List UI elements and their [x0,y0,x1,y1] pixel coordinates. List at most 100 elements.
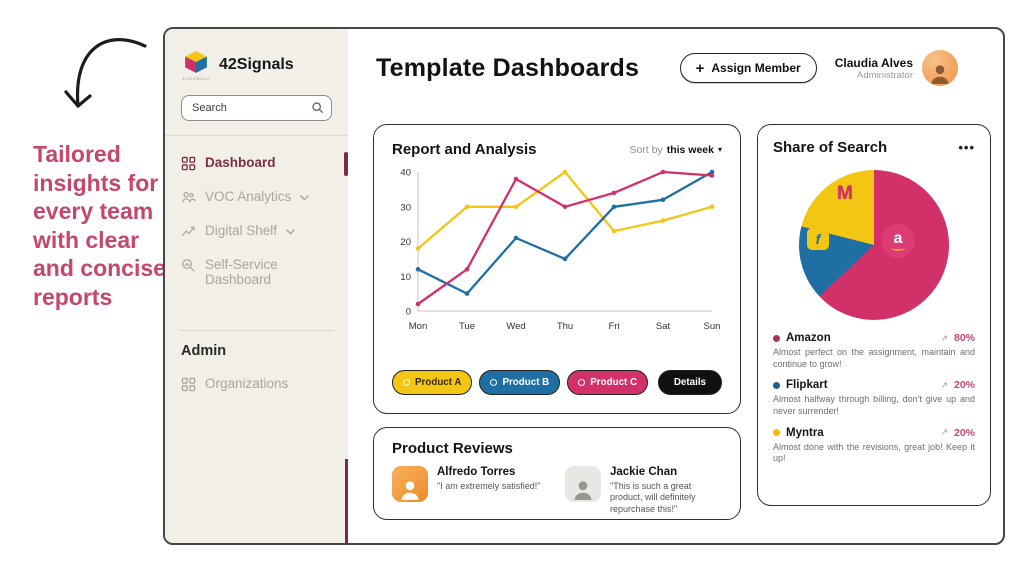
review-text: Alfredo Torres "I am extremely satisfied… [437,466,540,515]
reviews-row: Alfredo Torres "I am extremely satisfied… [392,466,722,515]
review-item: Jackie Chan "This is such a great produc… [565,466,722,515]
sidebar-accent-line [345,459,348,543]
legend-label: Product A [415,377,462,388]
legend-dot-icon [773,429,780,437]
share-row: Flipkart ↗ 20% [773,379,975,391]
svg-text:Wed: Wed [506,321,525,332]
report-card-title: Report and Analysis [392,141,537,158]
amazon-logo-icon: a [881,224,915,258]
svg-text:40: 40 [400,168,411,179]
svg-text:10: 10 [400,272,411,283]
logo-cube-icon: 42SIGNALS [181,49,211,81]
legend-product-b-button[interactable]: Product B [479,370,561,395]
logo: 42SIGNALS 42Signals [165,43,348,95]
people-icon [182,192,196,203]
legend-product-a-button[interactable]: Product A [392,370,473,395]
report-card-header: Report and Analysis Sort by this week ▾ [392,141,722,158]
sidebar-item-dashboard[interactable]: Dashboard [165,146,348,180]
sidebar-item-self-service-dashboard[interactable]: Self-Service Dashboard [165,248,348,296]
logo-subtext: 42SIGNALS [182,76,210,81]
assign-member-label: Assign Member [711,61,801,75]
line-chart: 0 10 20 30 40 Mon Tue Wed Thu Fri Sat Sun [400,168,721,333]
svg-text:Mon: Mon [409,321,427,332]
sidebar-item-digital-shelf[interactable]: Digital Shelf [165,214,348,248]
share-name: Myntra [786,426,824,439]
grid-icon [181,377,196,392]
grid-icon [181,156,196,171]
share-name: Flipkart [786,379,828,392]
marketing-caption: Tailored insights for every team with cl… [33,141,166,310]
sidebar-item-label: Digital Shelf [205,223,278,238]
svg-text:30: 30 [400,202,411,213]
more-menu-button[interactable]: ••• [958,140,975,155]
sort-dropdown[interactable]: Sort by this week ▾ [629,144,722,156]
chart-legend: Product A Product B Product C Details [392,370,722,395]
svg-text:0: 0 [406,307,411,318]
report-analysis-card: Report and Analysis Sort by this week ▾ … [373,124,741,414]
assign-member-button[interactable]: + Assign Member [679,53,817,83]
sidebar-divider [179,330,334,331]
share-description: Almost perfect on the assignment, mainta… [773,347,975,369]
sidebar-item-organizations[interactable]: Organizations [165,367,348,401]
sidebar-item-label: Dashboard [205,155,276,170]
sidebar-item-voc-analytics[interactable]: VOC Analytics [165,180,348,214]
pie-chart-wrap: M f a [799,170,949,320]
topbar: Template Dashboards + Assign Member Clau… [376,47,958,89]
share-row: Amazon ↗ 80% [773,332,975,344]
legend-label: Product C [590,377,638,388]
topbar-right: + Assign Member Claudia Alves Administra… [679,50,958,86]
legend-ring-icon [403,379,410,386]
curved-arrow-icon [64,38,147,108]
reviewer-name: Jackie Chan [610,466,678,478]
legend-dot-icon [773,381,780,389]
share-item-amazon: Amazon ↗ 80% Almost perfect on the assig… [773,332,975,370]
logo-text: 42Signals [219,56,294,73]
admin-heading: Admin [181,343,227,359]
share-item-flipkart: Flipkart ↗ 20% Almost halfway through bi… [773,379,975,417]
main-content: Template Dashboards + Assign Member Clau… [348,29,1003,543]
share-percent: 80% [953,332,975,344]
chevron-down-icon [286,229,295,235]
amazon-letter: a [893,230,903,247]
review-quote: "This is such a great product, will defi… [610,481,696,514]
share-name: Amazon [786,332,831,344]
share-card-title: Share of Search [773,139,888,156]
app-window: 42SIGNALS 42Signals Dashboard [163,27,1005,545]
review-item: Alfredo Torres "I am extremely satisfied… [392,466,549,515]
user-name: Claudia Alves [834,55,913,70]
legend-product-c-button[interactable]: Product C [567,370,649,395]
legend-dot-icon [773,334,780,342]
details-button[interactable]: Details [657,370,722,395]
sidebar-nav: Dashboard VOC Analytics Digital Shel [165,146,348,296]
svg-text:Tue: Tue [459,321,475,332]
reviewer-avatar [392,466,428,502]
search-input[interactable] [181,95,332,121]
caret-down-icon: ▾ [717,145,722,154]
magnifier-chart-icon [182,259,195,272]
page-title: Template Dashboards [376,53,640,82]
share-list: Amazon ↗ 80% Almost perfect on the assig… [773,332,975,465]
product-reviews-card: Product Reviews Alfredo Torres "I am ext… [373,427,741,520]
share-description: Almost done with the revisions, great jo… [773,441,975,464]
sidebar-item-label: VOC Analytics [205,189,292,204]
share-percent: 20% [953,426,975,439]
sidebar-item-label: Self-Service Dashboard [205,257,278,287]
legend-ring-icon [578,379,586,386]
chevron-down-icon [300,195,310,201]
svg-text:Sun: Sun [704,321,721,332]
active-indicator [344,152,348,176]
reviews-card-title: Product Reviews [392,440,513,457]
user-role: Administrator [857,69,913,81]
sidebar: 42SIGNALS 42Signals Dashboard [165,29,348,543]
amazon-smile-icon [891,245,905,251]
user-menu[interactable]: Claudia Alves Administrator [835,50,958,86]
reviewer-avatar [565,466,601,502]
trend-up-icon: ↗ [940,332,948,343]
reviewer-name: Alfredo Torres [437,466,516,478]
search-box [181,95,332,121]
share-of-search-card: Share of Search ••• M f a Amazon ↗ [757,124,991,506]
svg-text:Sat: Sat [656,321,671,332]
user-avatar [922,50,958,86]
share-row: Myntra ↗ 20% [773,427,975,439]
legend-ring-icon [490,379,498,386]
